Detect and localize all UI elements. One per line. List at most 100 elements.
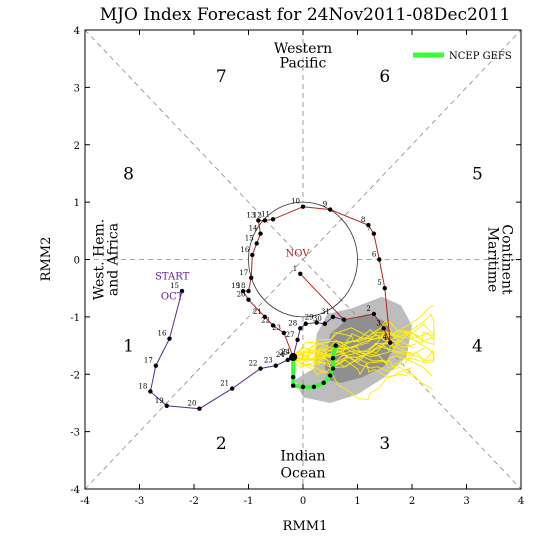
point-label: 30: [313, 315, 322, 323]
data-point: [281, 330, 287, 336]
point-label: 19: [155, 397, 164, 405]
region-label-right: Continent: [498, 224, 514, 295]
series-line: [291, 345, 338, 389]
region-label-bottom: Indian: [280, 448, 325, 464]
data-point: [303, 321, 308, 326]
x-tick-label: 1: [354, 496, 360, 507]
point-label: 21: [253, 308, 262, 316]
legend: NCEP GEFS: [413, 51, 512, 62]
data-point: [300, 384, 306, 390]
point-label: 15: [170, 282, 179, 290]
data-point: [314, 320, 319, 325]
data-point: [164, 403, 169, 409]
ensemble-member-line: [293, 330, 435, 363]
data-point: [295, 337, 300, 343]
x-tick-label: 4: [518, 496, 524, 507]
data-point: [258, 231, 263, 236]
data-point: [179, 288, 185, 294]
y-tick-label: 2: [74, 141, 80, 152]
phase-number: 5: [472, 164, 483, 184]
x-tick-label: -4: [80, 496, 90, 507]
ensemble-member-line: [292, 305, 435, 369]
data-point: [322, 321, 327, 326]
phase-number: 3: [379, 434, 390, 454]
phase-number: 4: [472, 337, 483, 357]
point-label: 28: [288, 319, 297, 327]
region-label-right: Maritime: [484, 227, 500, 293]
ensemble-member-line: [293, 313, 435, 358]
data-point: [197, 406, 202, 411]
x-tick-label: -2: [189, 496, 199, 507]
point-label: 23: [272, 324, 281, 332]
data-point: [273, 363, 278, 368]
point-label: 17: [144, 357, 153, 365]
x-tick-label: 2: [409, 496, 415, 507]
point-label: 22: [249, 360, 258, 368]
point-label: 24: [281, 348, 290, 356]
point-label: 23: [264, 357, 273, 365]
data-point: [341, 317, 347, 322]
ensemble-member-line: [292, 351, 412, 377]
data-point: [270, 217, 276, 222]
y-tick-label: 3: [74, 83, 80, 94]
point-label: 31: [321, 308, 330, 316]
point-label: 3: [376, 319, 380, 327]
data-point: [298, 326, 303, 331]
y-tick-label: -2: [70, 370, 80, 381]
point-label: 10: [291, 198, 300, 206]
point-label: 15: [245, 234, 254, 242]
x-tick-label: 3: [463, 496, 469, 507]
data-point: [298, 271, 303, 277]
ensemble-member-line: [292, 341, 435, 366]
point-label: 13: [246, 211, 255, 219]
point-label: 8: [361, 216, 365, 224]
point-label: 12: [253, 211, 262, 219]
y-tick-label: 1: [74, 198, 80, 209]
data-point: [330, 366, 336, 371]
point-label: 11: [261, 210, 270, 218]
point-label: 9: [323, 201, 327, 209]
ensemble-member-line: [293, 328, 435, 363]
phase-number: 8: [123, 164, 134, 184]
x-tick-label: 0: [300, 496, 306, 507]
point-label: 6: [372, 251, 377, 259]
point-label: 1: [293, 265, 297, 273]
region-label-left: and Africa: [106, 223, 122, 296]
data-point: [371, 311, 377, 317]
point-label: 16: [240, 246, 249, 254]
month-label: START: [155, 272, 190, 283]
data-point: [254, 241, 259, 246]
data-point: [256, 218, 261, 223]
data-point: [328, 207, 333, 212]
data-point: [330, 314, 336, 320]
diagonal-guide: [84, 29, 522, 490]
data-point: [153, 363, 159, 368]
point-label: 22: [261, 316, 270, 324]
point-label: 5: [377, 279, 381, 287]
ensemble-member-line: [292, 320, 435, 358]
point-label: 20: [188, 400, 197, 408]
point-label: 7: [366, 225, 370, 233]
phase-number: 7: [216, 67, 227, 87]
data-point: [321, 380, 326, 386]
data-point: [333, 343, 338, 348]
ensemble-member-line: [293, 350, 434, 390]
ensemble-member-line: [293, 326, 435, 358]
point-label: 2: [366, 305, 370, 313]
data-point: [167, 336, 172, 341]
point-label: 29: [305, 314, 314, 322]
data-point: [290, 383, 296, 388]
x-tick-label: -3: [135, 496, 145, 507]
point-label: 18: [237, 282, 246, 290]
region-label-bottom: Ocean: [281, 466, 326, 482]
month-label: NOV: [286, 249, 311, 260]
data-point: [148, 389, 153, 394]
current-point-marker: [289, 353, 298, 362]
y-tick-label: 4: [74, 26, 80, 37]
data-point: [229, 386, 235, 391]
region-label-left: West. Hem.: [92, 219, 108, 300]
